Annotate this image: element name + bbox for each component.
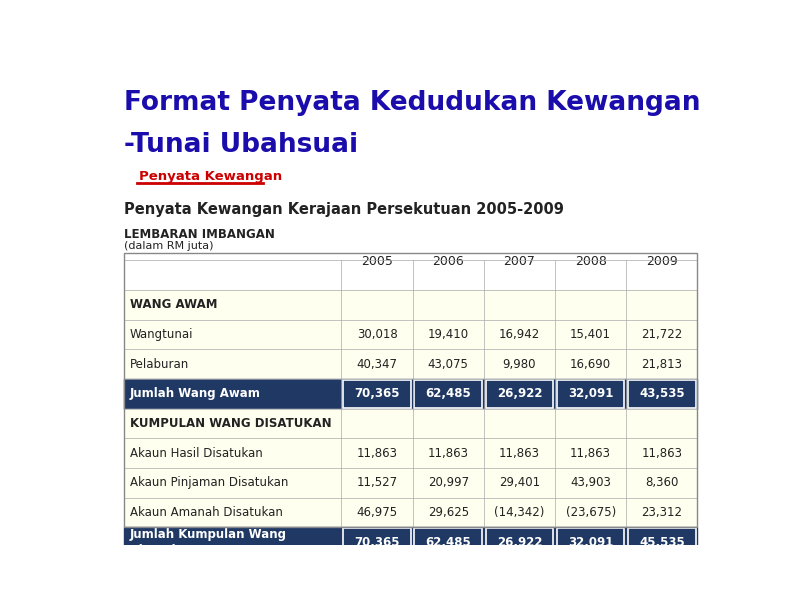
Bar: [555, 528, 626, 557]
Text: 30,018: 30,018: [356, 328, 398, 341]
Bar: [343, 528, 411, 556]
Text: 46,975: 46,975: [356, 506, 398, 519]
Text: 70,365: 70,365: [354, 387, 400, 400]
Text: 23,312: 23,312: [642, 506, 683, 519]
Text: 11,863: 11,863: [356, 447, 398, 460]
Text: 21,813: 21,813: [642, 357, 683, 371]
Bar: [124, 409, 698, 438]
Bar: [485, 528, 554, 556]
Text: Akaun Hasil Disatukan: Akaun Hasil Disatukan: [130, 447, 262, 460]
Bar: [124, 438, 698, 468]
Text: 16,942: 16,942: [499, 328, 540, 341]
Bar: [413, 379, 484, 409]
Text: 2009: 2009: [646, 255, 678, 268]
Text: 26,922: 26,922: [497, 536, 543, 549]
Text: 11,863: 11,863: [428, 447, 469, 460]
Text: Jumlah Wang Awam: Jumlah Wang Awam: [130, 387, 261, 400]
Text: Format Penyata Kedudukan Kewangan: Format Penyata Kedudukan Kewangan: [124, 90, 700, 116]
Bar: [414, 528, 482, 556]
Bar: [124, 319, 698, 349]
Bar: [557, 528, 624, 556]
Bar: [413, 528, 484, 557]
Text: 19,410: 19,410: [428, 328, 469, 341]
Text: Penyata Kewangan: Penyata Kewangan: [139, 170, 282, 183]
Text: 70,365: 70,365: [354, 536, 400, 549]
Bar: [414, 379, 482, 408]
Text: 16,690: 16,690: [570, 357, 611, 371]
Text: -Tunai Ubahsuai: -Tunai Ubahsuai: [124, 132, 358, 159]
Bar: [484, 528, 555, 557]
Text: 29,401: 29,401: [499, 476, 540, 490]
Text: 11,863: 11,863: [499, 447, 540, 460]
Bar: [343, 379, 411, 408]
Text: Jumlah Kumpulan Wang
Disatukan: Jumlah Kumpulan Wang Disatukan: [130, 528, 287, 557]
Bar: [626, 528, 698, 557]
Text: 21,722: 21,722: [642, 328, 683, 341]
Text: 62,485: 62,485: [425, 536, 471, 549]
Bar: [555, 379, 626, 409]
Bar: [557, 379, 624, 408]
Text: 43,903: 43,903: [570, 476, 611, 490]
Bar: [124, 349, 698, 379]
Text: 26,922: 26,922: [497, 387, 543, 400]
Text: 62,485: 62,485: [425, 387, 471, 400]
Text: Akaun Pinjaman Disatukan: Akaun Pinjaman Disatukan: [130, 476, 288, 490]
Bar: [124, 468, 698, 498]
Text: (14,342): (14,342): [494, 506, 545, 519]
Text: 40,347: 40,347: [356, 357, 398, 371]
Text: 11,863: 11,863: [570, 447, 611, 460]
Bar: [124, 528, 341, 557]
Text: Wangtunai: Wangtunai: [130, 328, 193, 341]
Text: Penyata Kewangan Kerajaan Persekutuan 2005-2009: Penyata Kewangan Kerajaan Persekutuan 20…: [124, 201, 563, 217]
Bar: [124, 498, 698, 528]
Bar: [341, 379, 413, 409]
Text: 2007: 2007: [504, 255, 535, 268]
Text: KUMPULAN WANG DISATUKAN: KUMPULAN WANG DISATUKAN: [130, 417, 331, 430]
Bar: [124, 253, 698, 528]
Text: 45,535: 45,535: [639, 536, 685, 549]
Text: WANG AWAM: WANG AWAM: [130, 298, 217, 312]
Bar: [124, 290, 698, 319]
Text: 29,625: 29,625: [428, 506, 469, 519]
Text: 8,360: 8,360: [645, 476, 679, 490]
Text: 9,980: 9,980: [503, 357, 536, 371]
Text: Pelaburan: Pelaburan: [130, 357, 189, 371]
Text: (dalam RM juta): (dalam RM juta): [124, 241, 213, 251]
Bar: [124, 379, 341, 409]
Bar: [485, 379, 554, 408]
Text: 2006: 2006: [432, 255, 464, 268]
Text: 20,997: 20,997: [428, 476, 469, 490]
Text: 43,075: 43,075: [428, 357, 469, 371]
Bar: [341, 528, 413, 557]
Text: LEMBARAN IMBANGAN: LEMBARAN IMBANGAN: [124, 228, 274, 241]
Text: 32,091: 32,091: [568, 536, 613, 549]
Text: 2005: 2005: [361, 255, 393, 268]
Text: (23,675): (23,675): [565, 506, 615, 519]
Text: 11,863: 11,863: [642, 447, 683, 460]
Bar: [628, 379, 695, 408]
Bar: [484, 379, 555, 409]
Text: 15,401: 15,401: [570, 328, 611, 341]
Text: 11,527: 11,527: [356, 476, 398, 490]
Text: 2008: 2008: [575, 255, 607, 268]
Text: 32,091: 32,091: [568, 387, 613, 400]
Bar: [628, 528, 695, 556]
Bar: [626, 379, 698, 409]
Text: 43,535: 43,535: [639, 387, 684, 400]
Text: Akaun Amanah Disatukan: Akaun Amanah Disatukan: [130, 506, 283, 519]
